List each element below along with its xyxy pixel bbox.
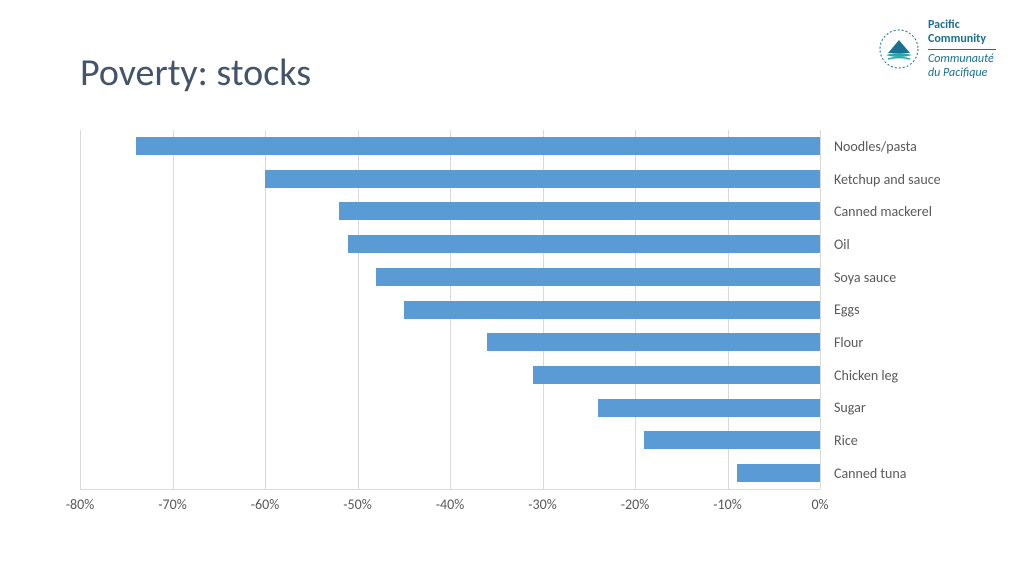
x-tick-label: -40% (436, 496, 465, 513)
page-title: Poverty: stocks (80, 50, 311, 96)
y-label: Oil (834, 228, 964, 261)
logo: Pacific Community Communauté du Pacifiqu… (878, 18, 996, 81)
bar-row (80, 392, 820, 425)
bar (339, 202, 820, 220)
bar-row (80, 294, 820, 327)
logo-line-4: du Pacifique (928, 66, 996, 80)
bar (136, 137, 821, 155)
logo-line-1: Pacific (928, 18, 996, 32)
x-tick-label: -30% (528, 496, 557, 513)
bar-row (80, 326, 820, 359)
bar (644, 431, 820, 449)
bar-row (80, 130, 820, 163)
bar (404, 301, 820, 319)
logo-text: Pacific Community Communauté du Pacifiqu… (928, 18, 996, 81)
pacific-community-icon (878, 28, 920, 70)
bar-row (80, 163, 820, 196)
x-tick-label: -20% (621, 496, 650, 513)
logo-divider (928, 49, 996, 50)
y-label: Canned mackerel (834, 195, 964, 228)
bar-row (80, 424, 820, 457)
bar (737, 464, 820, 482)
x-tick-label: -10% (713, 496, 742, 513)
bar-row (80, 195, 820, 228)
bar (376, 268, 820, 286)
grid-line (820, 130, 821, 489)
x-tick-label: -60% (251, 496, 280, 513)
logo-line-3: Communauté (928, 52, 996, 66)
bar (533, 366, 820, 384)
bar (265, 170, 820, 188)
y-label: Noodles/pasta (834, 130, 964, 163)
plot-area (80, 130, 820, 490)
y-label: Eggs (834, 294, 964, 327)
y-label: Sugar (834, 392, 964, 425)
bar-row (80, 359, 820, 392)
x-tick-label: -50% (343, 496, 372, 513)
y-label: Chicken leg (834, 359, 964, 392)
x-tick-label: -70% (158, 496, 187, 513)
bar (487, 333, 820, 351)
y-label: Ketchup and sauce (834, 163, 964, 196)
stocks-chart: -80%-70%-60%-50%-40%-30%-20%-10%0% Noodl… (80, 130, 950, 530)
bar-row (80, 228, 820, 261)
slide: Poverty: stocks Pacific Community Commun… (0, 0, 1024, 576)
logo-line-2: Community (928, 32, 996, 46)
y-label: Flour (834, 326, 964, 359)
bar-row (80, 457, 820, 490)
y-label: Rice (834, 424, 964, 457)
y-label: Canned tuna (834, 457, 964, 490)
x-tick-label: 0% (811, 496, 828, 513)
x-axis: -80%-70%-60%-50%-40%-30%-20%-10%0% (80, 490, 820, 530)
bar-row (80, 261, 820, 294)
x-tick-label: -80% (66, 496, 95, 513)
y-label: Soya sauce (834, 261, 964, 294)
bar (348, 235, 820, 253)
bar (598, 399, 820, 417)
